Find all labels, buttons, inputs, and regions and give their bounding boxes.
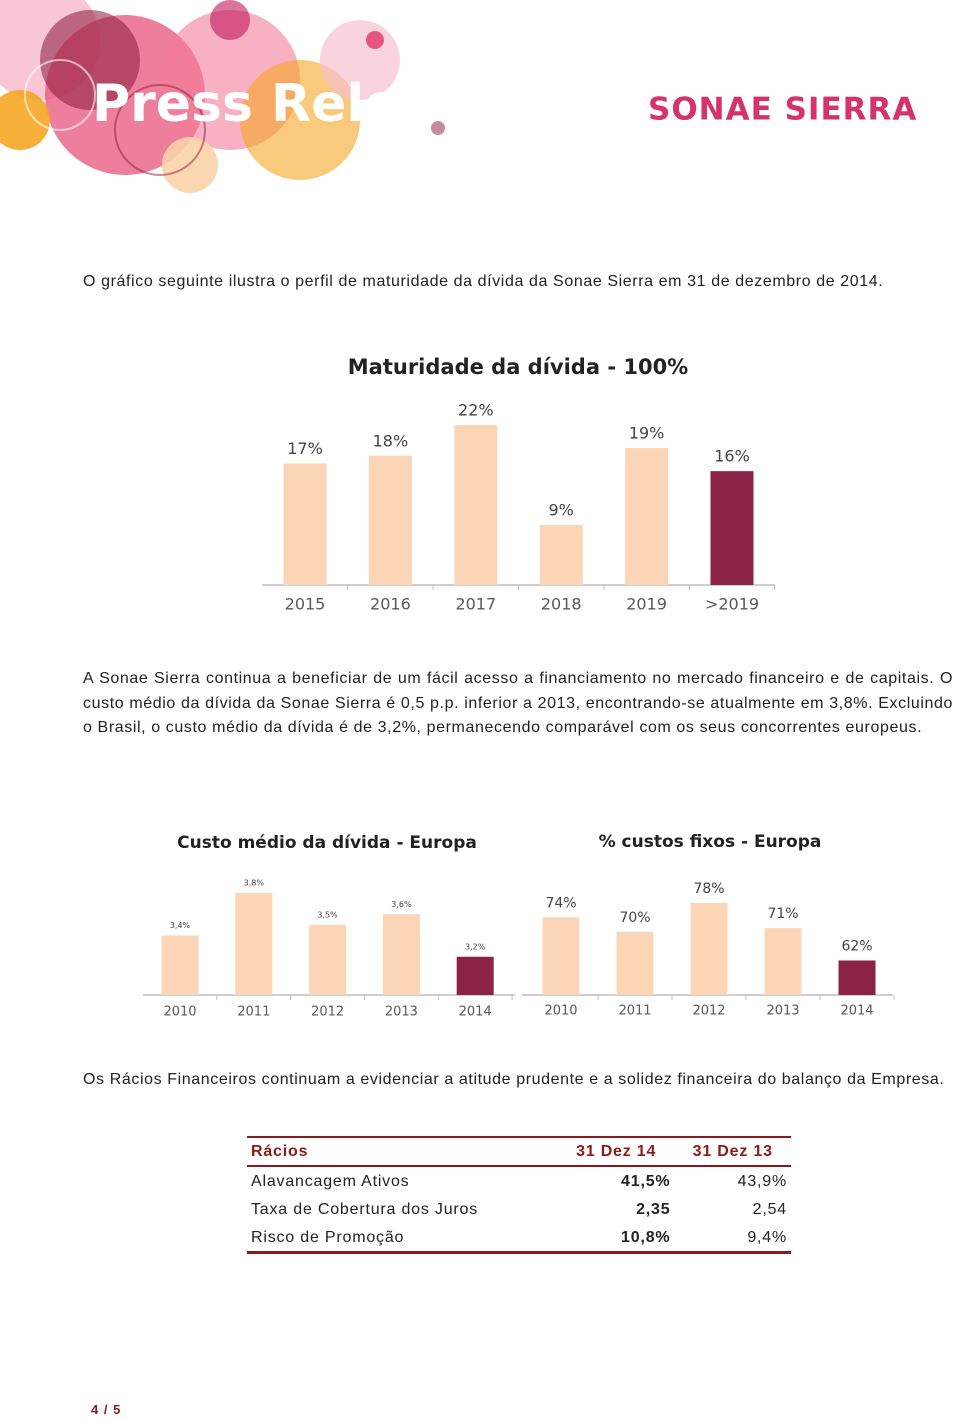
cell: 41,5% <box>621 1173 671 1190</box>
bar <box>382 914 420 995</box>
cell: Alavancagem Ativos <box>251 1173 410 1190</box>
cell: 2,35 <box>636 1201 671 1218</box>
header-title: Press Release <box>92 74 501 134</box>
value-label: 9% <box>549 501 574 520</box>
bar <box>454 425 498 585</box>
cell: Risco de Promoção <box>247 1223 558 1254</box>
bar <box>764 928 802 995</box>
header-cell: Rácios <box>247 1136 558 1167</box>
cell: 2,54 <box>752 1201 787 1218</box>
bar <box>539 525 583 585</box>
cell: 10,8% <box>557 1223 675 1254</box>
bar <box>542 917 580 995</box>
header-cell: 31 Dez 14 <box>557 1136 675 1167</box>
table-row: Risco de Promoção 10,8% 9,4% <box>247 1223 791 1254</box>
x-tick-label: 2012 <box>692 1004 725 1019</box>
value-label: 22% <box>458 401 494 420</box>
value-label: 70% <box>619 910 650 926</box>
x-tick-label: 2019 <box>626 595 667 614</box>
bar <box>235 893 273 995</box>
value-label: 78% <box>693 881 724 897</box>
table-row: Taxa de Cobertura dos Juros 2,35 2,54 <box>247 1195 791 1223</box>
table-row: Alavancagem Ativos 41,5% 43,9% <box>247 1166 791 1195</box>
x-tick-label: 2013 <box>766 1004 799 1019</box>
x-tick-label: 2013 <box>385 1005 418 1020</box>
bar <box>690 903 728 995</box>
header-decoration <box>0 0 445 193</box>
bar <box>625 448 669 585</box>
bar <box>838 960 876 995</box>
value-label: 3,5% <box>317 910 338 919</box>
bar <box>710 471 754 585</box>
paragraph: A Sonae Sierra continua a beneficiar de … <box>83 670 953 736</box>
paragraph: O gráfico seguinte ilustra o perfil de m… <box>83 273 884 290</box>
value-label: 19% <box>629 424 665 443</box>
paragraph: Os Rácios Financeiros continuam a eviden… <box>83 1071 945 1088</box>
value-label: 71% <box>767 906 798 922</box>
value-label: 74% <box>545 895 576 911</box>
value-label: 62% <box>841 939 872 955</box>
page-number: 4 / 5 <box>91 1402 122 1417</box>
cell: Taxa de Cobertura dos Juros <box>251 1201 479 1218</box>
value-label: 18% <box>373 431 409 450</box>
value-label: 16% <box>714 447 750 466</box>
x-tick-label: 2010 <box>544 1004 577 1019</box>
x-tick-label: 2014 <box>459 1005 492 1020</box>
table-header: Rácios 31 Dez 14 31 Dez 13 <box>247 1136 791 1167</box>
value-label: 17% <box>287 439 323 458</box>
chart-title: Custo médio da dívida - Europa <box>177 833 477 853</box>
logo: SONAE SIERRA <box>648 92 917 128</box>
x-tick-label: 2012 <box>311 1005 344 1020</box>
x-tick-label: 2016 <box>370 595 411 614</box>
x-tick-label: 2017 <box>455 595 496 614</box>
bar <box>161 935 199 995</box>
header-cell: 31 Dez 13 <box>674 1136 791 1167</box>
x-tick-label: 2011 <box>237 1005 270 1020</box>
bar <box>616 931 654 995</box>
bar <box>456 956 494 995</box>
bar <box>283 463 327 585</box>
x-tick-label: 2010 <box>163 1005 196 1020</box>
value-label: 3,4% <box>170 921 191 930</box>
value-label: 3,8% <box>244 879 265 888</box>
x-tick-label: 2015 <box>285 595 326 614</box>
x-tick-label: 2014 <box>840 1004 873 1019</box>
chart-title: Maturidade da dívida - 100% <box>348 355 688 379</box>
cell: 9,4% <box>674 1223 791 1254</box>
x-tick-label: 2011 <box>618 1004 651 1019</box>
ratios-table: Rácios 31 Dez 14 31 Dez 13 Alavancagem A… <box>247 1136 791 1254</box>
value-label: 3,2% <box>465 942 486 951</box>
value-label: 3,6% <box>391 900 412 909</box>
bar <box>368 455 412 585</box>
x-tick-label: 2018 <box>541 595 582 614</box>
x-tick-label: >2019 <box>705 595 759 614</box>
bar <box>309 924 347 995</box>
cell: 43,9% <box>737 1173 787 1190</box>
chart-title: % custos fixos - Europa <box>599 832 822 852</box>
